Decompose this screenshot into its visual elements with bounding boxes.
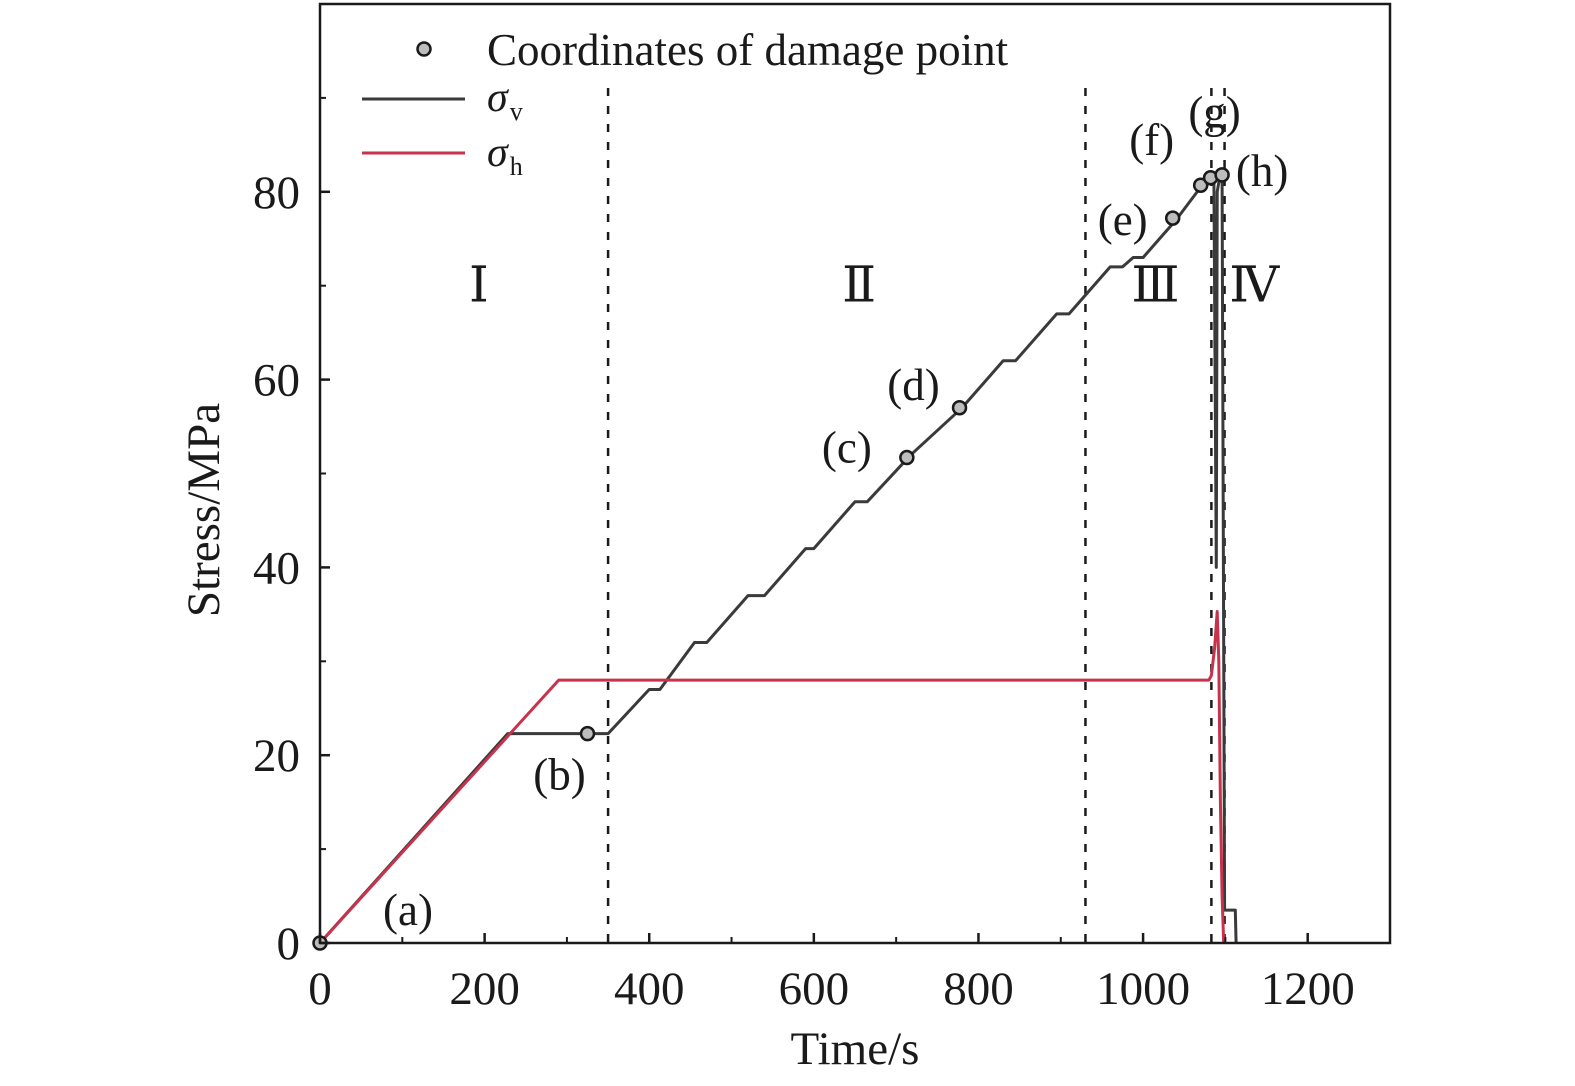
x-tick-label: 1200	[1261, 963, 1355, 1015]
plot-frame	[318, 2, 1392, 945]
x-tick-label: 200	[449, 963, 520, 1015]
damage-point-label: (g)	[1188, 88, 1240, 138]
damage-point-label: (b)	[533, 750, 585, 800]
sigma-v-line	[318, 176, 1238, 945]
damage-point-label: (h)	[1236, 146, 1288, 196]
damage-point-label: (c)	[822, 423, 872, 473]
damage-point-label: (e)	[1098, 195, 1148, 245]
legend-sigma-h-label: σh	[487, 130, 523, 181]
stage-label: Ⅰ	[469, 257, 489, 313]
legend-damage-marker	[416, 41, 432, 57]
x-tick-label: 600	[779, 963, 850, 1015]
y-tick-label: 40	[253, 542, 300, 594]
y-tick-label: 20	[253, 730, 300, 782]
stage-label: Ⅳ	[1229, 257, 1280, 313]
x-axis-title: Time/s	[791, 1023, 920, 1075]
legend-sigma-v-label: σv	[487, 75, 523, 126]
y-axis-title: Stress/MPa	[178, 403, 230, 617]
damage-point-label: (a)	[383, 885, 433, 935]
x-tick-label: 1000	[1096, 963, 1190, 1015]
y-tick-label: 0	[277, 918, 301, 970]
x-tick-label: 400	[614, 963, 685, 1015]
damage-point-marker	[1164, 210, 1181, 226]
legend: Coordinates of damage point σv σh	[362, 25, 1009, 181]
sigma-h-line	[318, 610, 1226, 945]
damage-points	[312, 167, 1230, 951]
series-lines	[318, 176, 1238, 945]
axes	[318, 2, 1392, 945]
legend-damage-label: Coordinates of damage point	[487, 25, 1009, 75]
stage-label: Ⅲ	[1131, 257, 1179, 313]
damage-point-label: (f)	[1129, 115, 1174, 165]
y-tick-label: 80	[253, 167, 300, 219]
damage-point-marker	[951, 400, 968, 416]
damage-point-marker	[899, 449, 915, 466]
annotations: (a) (b) (c) (d) (e) (f) (g) (h) Ⅰ Ⅱ Ⅲ Ⅳ	[383, 88, 1288, 935]
y-tick-label: 60	[253, 355, 300, 407]
damage-point-marker	[1192, 177, 1209, 193]
damage-point-marker	[579, 725, 596, 742]
damage-point-label: (d)	[887, 360, 939, 410]
x-tick-label: 800	[943, 963, 1014, 1015]
ticks: 0 200 400 600 800 1000 1200 0 20 40 60 80	[253, 96, 1355, 1015]
x-tick-label: 0	[308, 963, 332, 1015]
stage-label: Ⅱ	[842, 257, 876, 313]
damage-point-marker	[1214, 167, 1230, 183]
